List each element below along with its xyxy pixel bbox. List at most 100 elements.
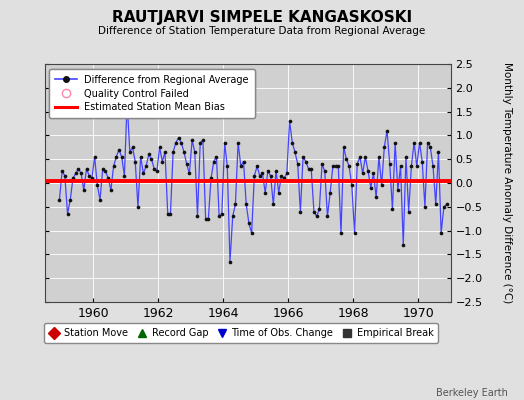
Point [299,154,307,160]
Point [99,166,107,172]
Point [231,201,239,208]
Point [383,128,391,134]
Point [329,163,337,170]
Point [323,213,332,220]
Point [147,156,156,162]
Point [150,166,158,172]
Point [221,139,229,146]
Point [353,161,362,167]
Point [345,163,353,170]
Point [104,175,112,182]
Point [315,206,323,212]
Point [337,230,345,236]
Point [280,175,288,182]
Point [388,206,397,212]
Point [210,158,218,165]
Point [188,137,196,143]
Point [437,230,445,236]
Point [364,168,372,174]
Point [304,166,313,172]
Point [310,208,318,215]
Point [139,170,148,177]
Point [63,211,72,217]
Point [396,163,405,170]
Point [169,149,177,155]
Point [302,158,310,165]
Point [277,173,286,179]
Point [288,139,297,146]
Point [93,182,102,188]
Point [312,213,321,220]
Y-axis label: Monthly Temperature Anomaly Difference (°C): Monthly Temperature Anomaly Difference (… [502,62,512,304]
Point [172,139,180,146]
Point [386,161,394,167]
Point [215,213,223,220]
Point [442,201,451,208]
Point [82,166,91,172]
Point [334,163,343,170]
Point [117,154,126,160]
Point [242,201,250,208]
Point [253,163,261,170]
Point [272,168,280,174]
Point [358,170,367,177]
Point [247,230,256,236]
Point [423,139,432,146]
Point [69,175,77,182]
Point [180,149,188,155]
Point [245,220,253,227]
Point [307,166,315,172]
Point [131,158,139,165]
Point [361,154,369,160]
Point [377,182,386,188]
Point [177,139,185,146]
Text: Difference of Station Temperature Data from Regional Average: Difference of Station Temperature Data f… [99,26,425,36]
Point [204,216,213,222]
Point [134,204,142,210]
Point [74,166,83,172]
Point [407,163,416,170]
Legend: Station Move, Record Gap, Time of Obs. Change, Empirical Break: Station Move, Record Gap, Time of Obs. C… [44,324,438,343]
Point [410,139,418,146]
Point [250,173,258,179]
Point [239,158,248,165]
Point [145,151,153,158]
Point [375,154,383,160]
Point [432,201,440,208]
Point [356,154,364,160]
Point [142,163,150,170]
Point [107,187,115,193]
Point [193,213,202,220]
Legend: Difference from Regional Average, Quality Control Failed, Estimated Station Mean: Difference from Regional Average, Qualit… [49,69,255,118]
Text: RAUTJARVI SIMPELE KANGASKOSKI: RAUTJARVI SIMPELE KANGASKOSKI [112,10,412,25]
Point [61,173,69,179]
Point [286,118,294,124]
Point [55,196,63,203]
Point [367,184,375,191]
Point [207,175,215,182]
Point [296,208,304,215]
Point [275,189,283,196]
Point [201,216,210,222]
Point [258,170,267,177]
Point [101,168,110,174]
Point [91,154,99,160]
Point [120,173,128,179]
Point [212,154,221,160]
Point [166,211,174,217]
Point [380,144,388,150]
Point [399,242,408,248]
Point [326,189,334,196]
Point [128,144,137,150]
Point [402,154,410,160]
Point [71,170,80,177]
Point [293,161,302,167]
Point [226,258,234,265]
Point [418,158,427,165]
Point [136,154,145,160]
Point [196,139,204,146]
Point [434,149,443,155]
Point [199,137,207,143]
Point [412,163,421,170]
Point [391,139,399,146]
